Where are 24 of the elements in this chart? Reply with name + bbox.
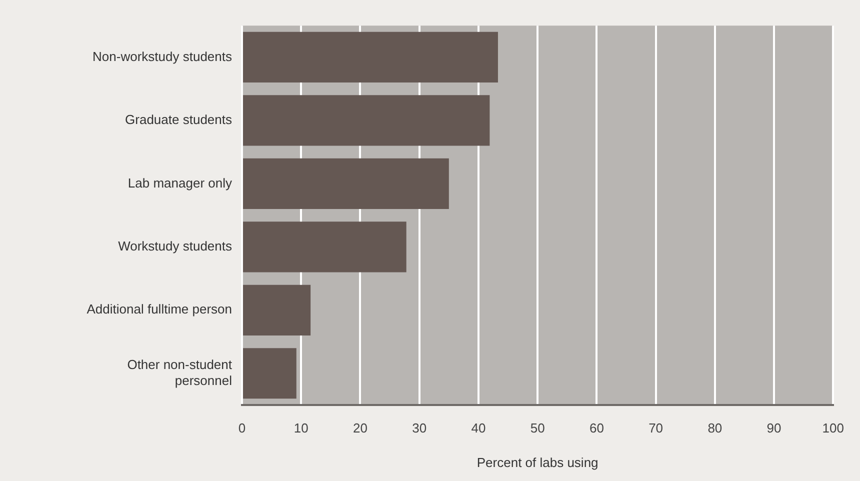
y-tick-label: Graduate students <box>125 112 232 128</box>
x-tick-label: 70 <box>648 420 664 436</box>
x-tick-label: 90 <box>766 420 782 436</box>
x-tick-label: 40 <box>471 420 486 436</box>
y-tick-label: Non-workstudy students <box>92 48 232 64</box>
y-tick-label: Additional fulltime person <box>86 302 232 317</box>
x-tick-label: 0 <box>238 420 246 436</box>
x-tick-label: 80 <box>708 420 722 436</box>
x-tick-label: 30 <box>412 420 427 436</box>
x-tick-label: 10 <box>294 420 308 436</box>
x-tick-label: 60 <box>589 420 604 436</box>
x-tick-label: 20 <box>352 420 368 436</box>
x-tick-label: 100 <box>822 420 844 436</box>
y-tick-label: Workstudy students <box>118 238 232 254</box>
bar <box>243 95 490 146</box>
bar <box>243 158 449 209</box>
x-axis-title: Percent of labs using <box>476 454 598 470</box>
bar <box>243 348 296 399</box>
x-tick-label: 50 <box>530 420 545 436</box>
bar <box>243 32 498 83</box>
y-tick-label: Other non-student personnel <box>127 357 232 388</box>
y-tick-label: Lab manager only <box>128 175 232 190</box>
bar <box>243 284 311 336</box>
bar <box>243 222 406 272</box>
